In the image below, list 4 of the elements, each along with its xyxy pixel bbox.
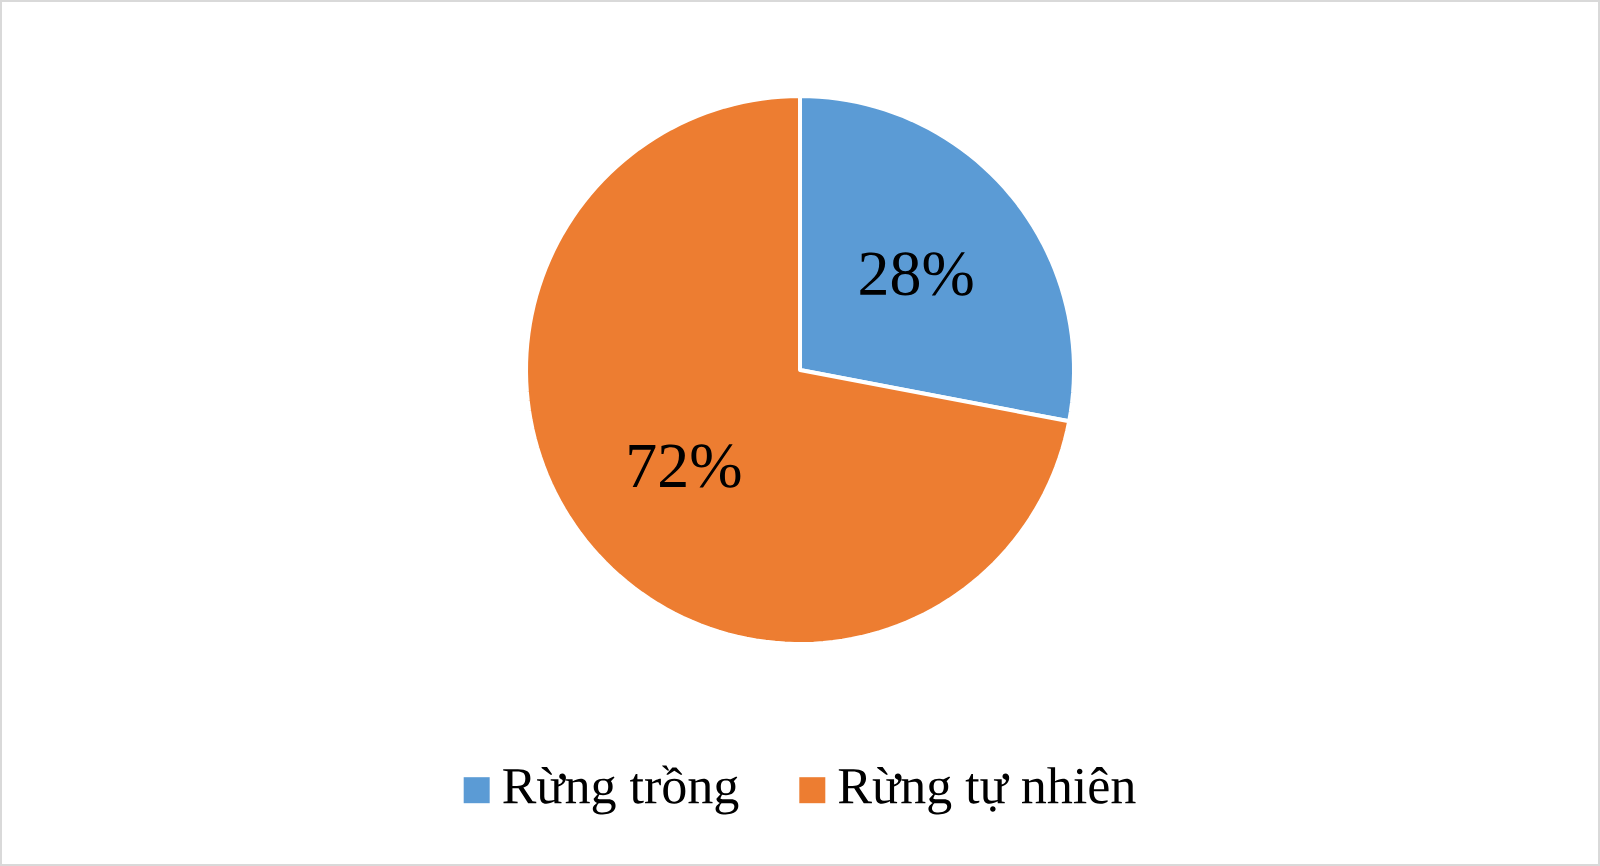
data-label: 28% [860,252,973,296]
legend-label: Rừng tự nhiên [838,767,1136,815]
legend-label: Rừng trồng [503,765,739,815]
data-label: 72% [629,444,741,488]
